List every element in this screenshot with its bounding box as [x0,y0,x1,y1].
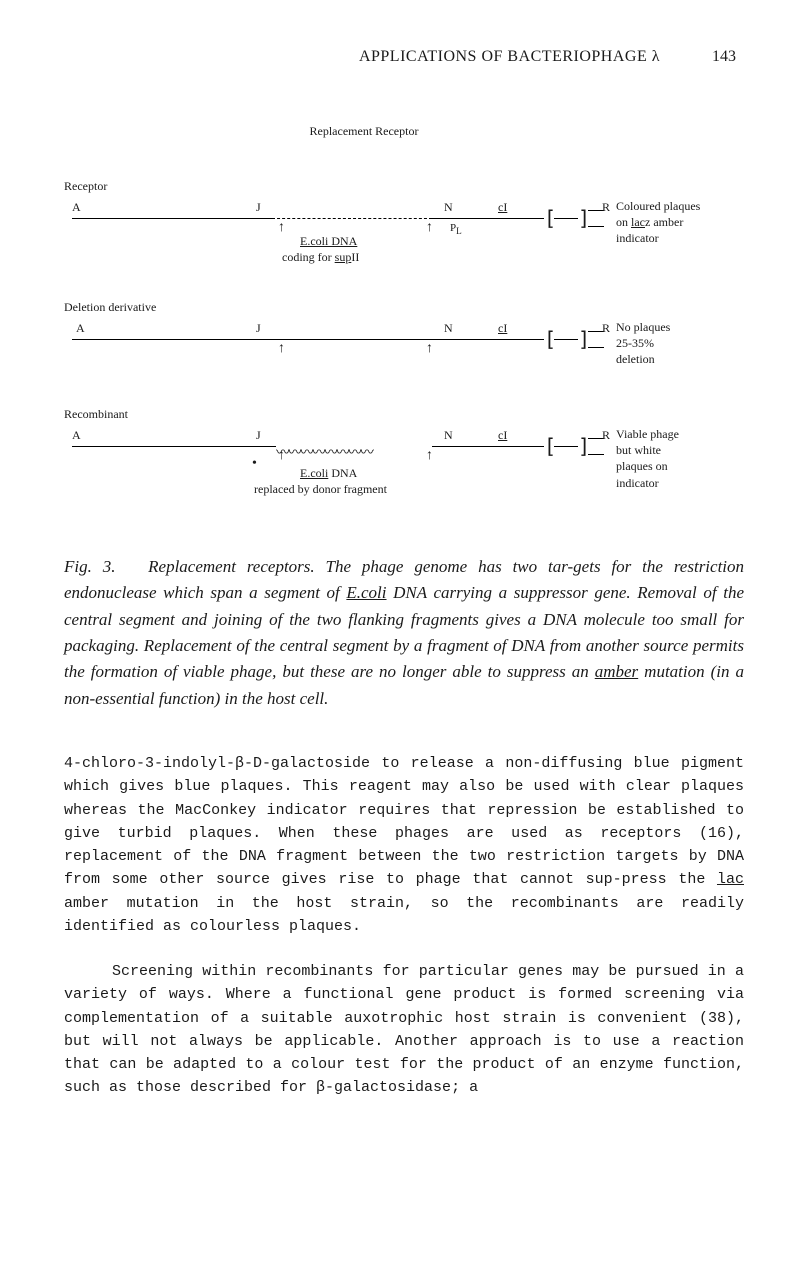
header-title: APPLICATIONS OF BACTERIOPHAGE λ [359,48,660,65]
marker-ci: cI [498,200,507,215]
recombinant-annotation: Viable phage but white plaques on indica… [616,426,766,491]
pl-label: PL [450,222,462,236]
marker-r: R [602,428,610,443]
arrow-icon: ↑ [426,448,433,464]
map-line [588,226,604,227]
map-line [72,218,272,219]
map-line [588,347,604,348]
marker-a: A [76,321,85,336]
bracket-right: ] [578,331,590,347]
paragraph-2: Screening within recombinants for partic… [64,960,744,1100]
fig-label: Fig. 3. [64,557,116,576]
marker-n: N [444,428,453,443]
marker-ci: cI [498,321,507,336]
wavy-line: 〰〰〰〰〰〰〰〰 [276,442,372,462]
ecoli-dna-label: E.coli DNA [300,234,357,249]
bracket-right: ] [578,210,590,226]
arrow-icon: ↑ [278,341,285,357]
recombinant-row: Recombinant 〰〰〰〰〰〰〰〰 [ ] A J N cI R • ↑ … [64,407,744,506]
map-line [72,446,276,447]
page-header: APPLICATIONS OF BACTERIOPHAGE λ 143 [64,48,744,66]
marker-j: J [256,200,261,215]
map-line [432,218,544,219]
marker-r: R [602,321,610,336]
map-line [554,218,578,219]
receptor-annotation: Coloured plaques on lacz amber indicator [616,198,766,247]
arrow-icon: ↑ [426,220,433,236]
deletion-map: [ ] A J N cI R ↑ ↑ No plaques 25-35% del… [64,327,744,383]
marker-ci: cI [498,428,507,443]
arrow-icon: ↑ [278,220,285,236]
marker-a: A [72,200,81,215]
marker-n: N [444,321,453,336]
replaced-label: replaced by donor fragment [254,482,387,497]
receptor-map: [ ] A J N cI R ↑ ↑ PL E.coli DNA coding … [64,206,744,276]
page-number: 143 [712,48,736,65]
ecoli-dna-label: E.coli DNA [300,466,357,481]
map-line [72,339,544,340]
deletion-row: Deletion derivative [ ] A J N cI R ↑ ↑ N… [64,300,744,383]
bracket-right: ] [578,438,590,454]
diagram-section: Replacement Receptor Receptor [ ] A J N … [64,124,744,506]
marker-a: A [72,428,81,443]
arrow-icon: ↑ [278,448,285,464]
map-line [554,446,578,447]
marker-j: J [256,428,261,443]
deletion-annotation: No plaques 25-35% deletion [616,319,766,368]
map-line [554,339,578,340]
arrow-icon: ↑ [426,341,433,357]
receptor-label: Receptor [64,179,744,194]
receptor-row: Receptor [ ] A J N cI R ↑ ↑ PL E.coli DN… [64,179,744,276]
marker-j: J [256,321,261,336]
deletion-label: Deletion derivative [64,300,744,315]
paragraph-1: 4-chloro-3-indolyl-β-D-galactoside to re… [64,752,744,938]
map-line [432,446,544,447]
coding-label: coding for supII [282,250,359,265]
dot-icon: • [252,456,257,472]
diagram-title: Replacement Receptor [0,124,744,139]
body-text: 4-chloro-3-indolyl-β-D-galactoside to re… [64,752,744,1100]
recombinant-label: Recombinant [64,407,744,422]
recombinant-map: 〰〰〰〰〰〰〰〰 [ ] A J N cI R • ↑ ↑ E.coli DNA… [64,434,744,506]
marker-n: N [444,200,453,215]
marker-r: R [602,200,610,215]
map-line [588,454,604,455]
figure-caption: Fig. 3. Replacement receptors. The phage… [64,554,744,712]
map-dashed [272,218,432,220]
